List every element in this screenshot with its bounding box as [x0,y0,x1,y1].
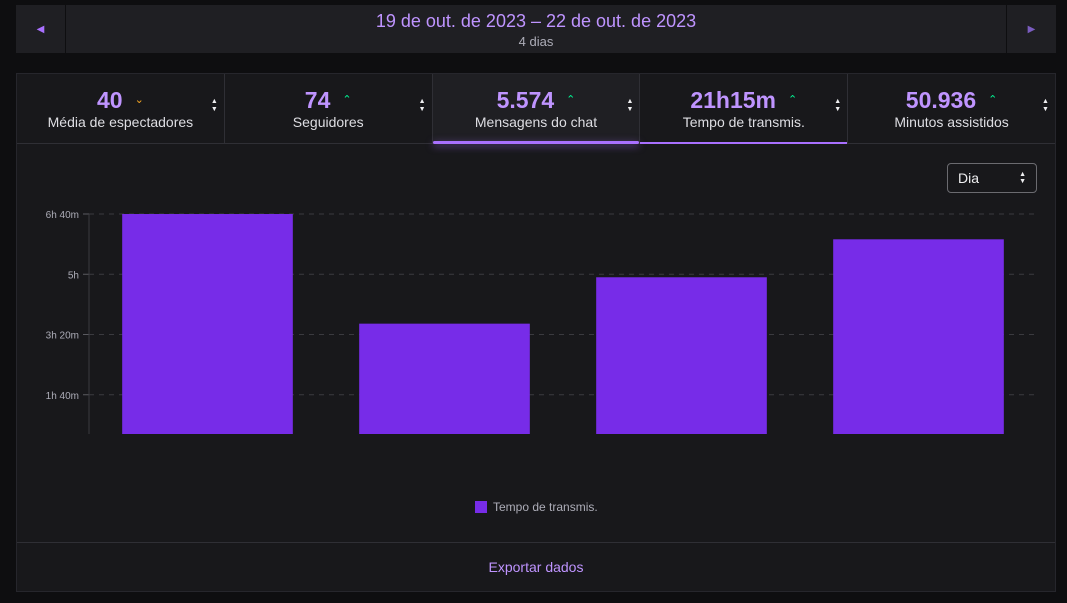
stat-minutes-watched[interactable]: 50.936 ⌃ Minutos assistidos ▲ ▼ [848,74,1055,143]
stat-label: Mensagens do chat [474,114,598,130]
stat-chat-messages[interactable]: 5.574 ⌃ Mensagens do chat ▲ ▼ [432,74,641,144]
sort-icon[interactable]: ▲ ▼ [834,98,842,113]
stat-value: 74 [304,87,331,113]
y-tick-label: 3h 20m [46,331,79,342]
stats-panel: 40 ⌄ Média de espectadores ▲ ▼ 74 ⌃ Segui… [16,73,1056,592]
stat-avg-viewers[interactable]: 40 ⌄ Média de espectadores ▲ ▼ [17,74,225,143]
date-range-days: 4 dias [518,33,554,49]
y-tick-label: 5h [68,270,79,281]
chevron-left-icon: ◀ [36,23,45,35]
trend-up-icon: ⌃ [788,93,798,106]
y-tick-label: 6h 40m [46,210,79,221]
bar[interactable] [596,277,767,434]
period-select[interactable]: Dia ▲ ▼ [947,163,1037,193]
date-range-display[interactable]: 19 de out. de 2023 – 22 de out. de 2023 … [66,5,1006,53]
legend-label: Tempo de transmis. [493,500,598,514]
stat-label: Minutos assistidos [894,114,1009,130]
stat-value: 40 [96,87,123,113]
export-data-link[interactable]: Exportar dados [488,559,584,575]
bar[interactable] [122,214,293,434]
date-range-bar: ◀ 19 de out. de 2023 – 22 de out. de 202… [16,5,1056,53]
chart-legend[interactable]: Tempo de transmis. [475,500,598,514]
stat-value: 50.936 [905,87,977,113]
trend-down-icon: ⌄ [134,93,144,106]
sort-icon[interactable]: ▲ ▼ [418,98,426,113]
stat-label: Média de espectadores [47,114,194,130]
stat-label: Tempo de transmis. [682,114,805,130]
stat-label: Seguidores [292,114,364,130]
period-select-value: Dia [958,170,980,186]
stat-followers[interactable]: 74 ⌃ Seguidores ▲ ▼ [225,74,433,143]
bar[interactable] [833,239,1004,434]
previous-period-button[interactable]: ◀ [16,5,66,53]
chevron-right-icon: ▶ [1027,23,1036,35]
sort-icon[interactable]: ▲ ▼ [626,98,634,113]
date-range-text: 19 de out. de 2023 – 22 de out. de 2023 [375,10,697,31]
stat-value: 5.574 [496,87,555,113]
sort-icon[interactable]: ▲ ▼ [210,98,218,113]
stat-stream-time[interactable]: 21h15m ⌃ Tempo de transmis. ▲ ▼ [640,74,849,144]
stat-value: 21h15m [690,87,777,113]
trend-up-icon: ⌃ [988,93,998,106]
chevron-updown-icon: ▲ ▼ [1019,171,1026,185]
trend-up-icon: ⌃ [342,93,352,106]
bar[interactable] [359,323,530,434]
stat-tabs: 40 ⌄ Média de espectadores ▲ ▼ 74 ⌃ Segui… [17,74,1055,144]
trend-up-icon: ⌃ [566,93,576,106]
legend-swatch [475,501,487,513]
sort-icon[interactable]: ▲ ▼ [1042,98,1049,113]
export-bar: Exportar dados [17,542,1055,591]
next-period-button[interactable]: ▶ [1006,5,1056,53]
y-tick-label: 1h 40m [46,391,79,402]
